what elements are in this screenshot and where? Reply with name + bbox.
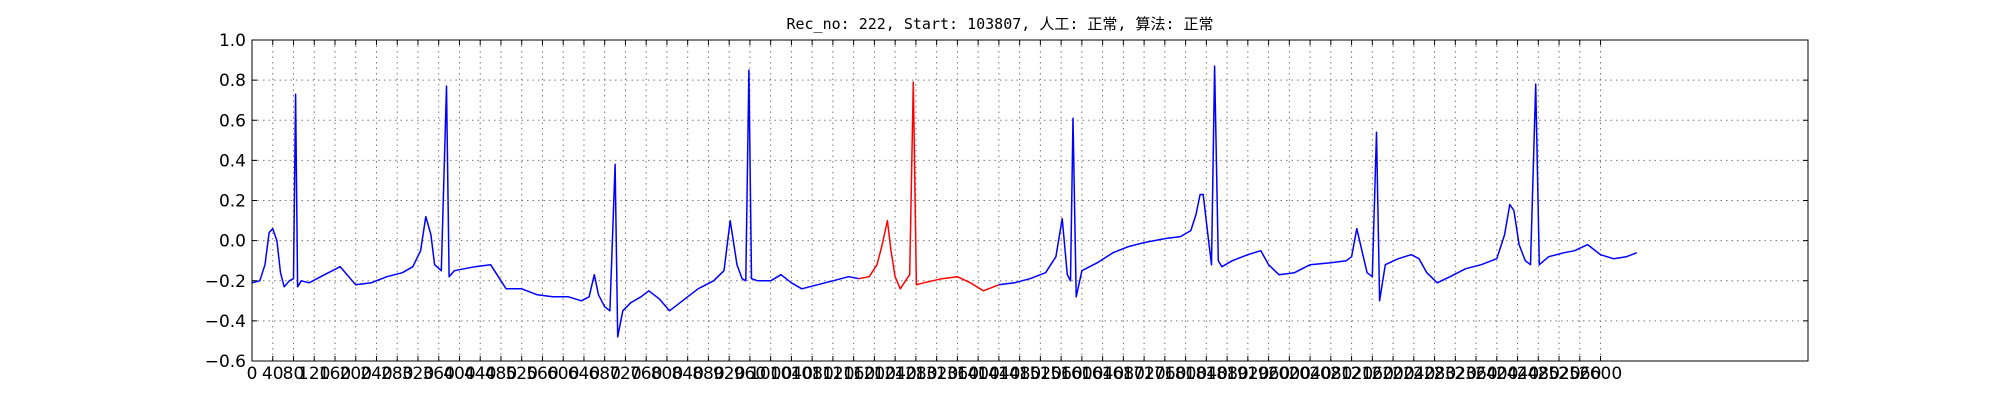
x-tick-label: 1720 (1122, 364, 1165, 384)
x-tick-label: 800 (651, 364, 683, 384)
x-tick-label: 560 (526, 364, 558, 384)
chart-title: Rec_no: 222, Start: 103807, 人工: 正常, 算法: … (786, 15, 1213, 33)
x-tick-label: 2280 (1413, 364, 1456, 384)
x-tick-label: 1240 (874, 364, 917, 384)
x-tick-label: 2040 (1288, 364, 1331, 384)
y-tick-label: 1.0 (219, 31, 246, 51)
x-tick-label: 1920 (1226, 364, 1269, 384)
x-tick-label: 1800 (1164, 364, 1207, 384)
x-tick-label: 0 (247, 364, 258, 384)
x-tick-label: 440 (464, 364, 496, 384)
ecg-series-line-2 (858, 81, 1000, 292)
x-tick-label: 1080 (791, 364, 834, 384)
x-tick-label: 640 (568, 364, 600, 384)
x-tick-label: 880 (692, 364, 724, 384)
x-tick-label: 1480 (998, 364, 1041, 384)
x-tick-label: 2400 (1475, 364, 1518, 384)
x-tick-label: 1320 (915, 364, 958, 384)
y-tick-label: 0.4 (219, 151, 246, 171)
x-tick-label: 1160 (832, 364, 875, 384)
x-tick-label: 1760 (1143, 364, 1186, 384)
y-tick-label: 0.0 (219, 232, 246, 252)
x-tick-label: 1600 (1060, 364, 1103, 384)
x-tick-label: 1840 (1185, 364, 1228, 384)
x-tick-label: 1440 (977, 364, 1020, 384)
x-tick-label: 320 (402, 364, 434, 384)
x-tick-label: 1280 (894, 364, 937, 384)
x-tick-label: 1680 (1102, 364, 1145, 384)
x-tick-label: 280 (381, 364, 413, 384)
x-tick-label: 2560 (1558, 364, 1601, 384)
y-tick-label: −0.2 (205, 272, 246, 292)
x-tick-label: 920 (713, 364, 745, 384)
y-tick-label: 0.6 (219, 111, 246, 131)
x-tick-label: 360 (422, 364, 454, 384)
x-tick-label: 720 (609, 364, 641, 384)
x-tick-label: 1040 (770, 364, 813, 384)
x-tick-label: 160 (319, 364, 351, 384)
x-tick-label: 40 (262, 364, 284, 384)
x-tick-label: 2480 (1517, 364, 1560, 384)
x-tick-label: 400 (443, 364, 475, 384)
x-tick-label: 80 (283, 364, 305, 384)
y-tick-label: −0.6 (205, 352, 246, 372)
plot-frame (251, 39, 1809, 362)
ecg-series-line-3 (998, 65, 1638, 302)
x-tick-label: 1880 (1205, 364, 1248, 384)
ecg-series-line-1 (251, 69, 859, 338)
x-tick-label: 680 (588, 364, 620, 384)
x-tick-label: 1400 (957, 364, 1000, 384)
x-tick-label: 600 (547, 364, 579, 384)
x-tick-label: 520 (505, 364, 537, 384)
x-tick-label: 760 (630, 364, 662, 384)
x-tick-label: 2320 (1434, 364, 1477, 384)
x-tick-label: 2120 (1330, 364, 1373, 384)
x-tick-label: 1200 (853, 364, 896, 384)
x-tick-label: 1000 (749, 364, 792, 384)
axis-ticks: 0 40 8012016020024028032036040044048052056… (205, 31, 1808, 384)
x-tick-label: 1520 (1019, 364, 1062, 384)
x-tick-label: 1120 (811, 364, 854, 384)
x-tick-label: 200 (340, 364, 372, 384)
x-tick-label: 2440 (1496, 364, 1539, 384)
x-tick-label: 2600 (1579, 364, 1622, 384)
x-tick-label: 840 (671, 364, 703, 384)
y-tick-label: −0.4 (205, 312, 246, 332)
x-tick-label: 240 (360, 364, 392, 384)
x-tick-label: 120 (298, 364, 330, 384)
y-tick-label: 0.2 (219, 192, 246, 212)
x-tick-label: 1960 (1247, 364, 1290, 384)
x-tick-label: 2160 (1351, 364, 1394, 384)
y-tick-label: 0.8 (219, 71, 246, 91)
x-tick-label: 2200 (1371, 364, 1414, 384)
x-tick-label: 2080 (1309, 364, 1352, 384)
series-group (251, 65, 1638, 338)
x-tick-label: 1560 (1039, 364, 1082, 384)
x-tick-label: 2240 (1392, 364, 1435, 384)
x-tick-label: 2000 (1268, 364, 1311, 384)
x-tick-label: 2360 (1454, 364, 1497, 384)
x-tick-label: 1640 (1081, 364, 1124, 384)
x-tick-label: 480 (485, 364, 517, 384)
x-tick-label: 1360 (936, 364, 979, 384)
x-tick-label: 960 (734, 364, 766, 384)
x-tick-label: 2520 (1537, 364, 1580, 384)
grid-lines (252, 40, 1808, 361)
